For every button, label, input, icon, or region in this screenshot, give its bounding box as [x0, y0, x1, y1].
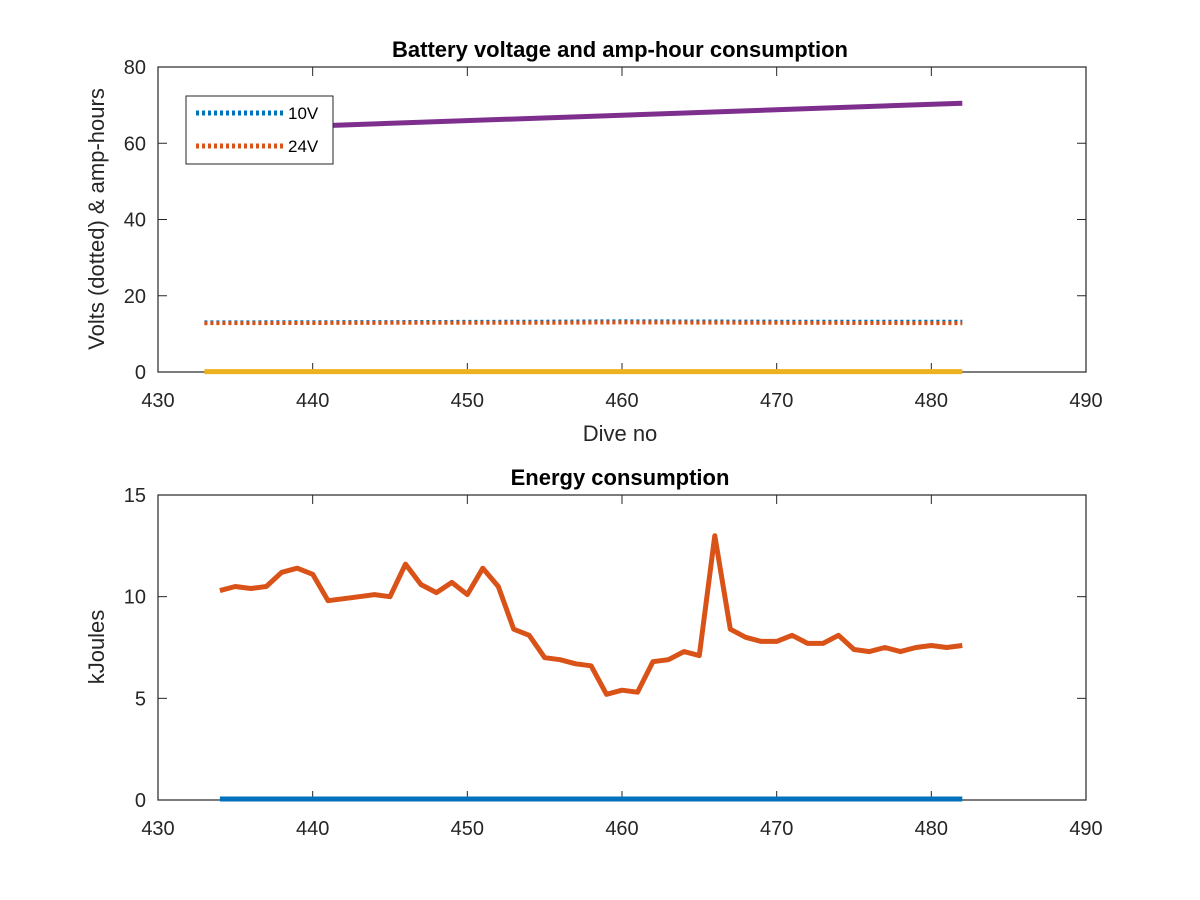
x-tick-label-1-430: 430 [141, 390, 174, 412]
series-line-1-24v [204, 320, 963, 326]
y-axis-label-2: kJoules [84, 610, 109, 685]
y-tick-label-2-10: 10 [124, 587, 146, 609]
x-tick-label-2-460: 460 [605, 818, 638, 840]
x-tick-label-2-450: 450 [451, 818, 484, 840]
chart-title-2: Energy consumption [511, 465, 730, 490]
y-tick-label-1-60: 60 [124, 133, 146, 155]
series-group-2 [219, 533, 963, 802]
y-tick-label-1-80: 80 [124, 57, 146, 79]
tick-marks-1: 430 440 450 460 470 480 490 0 20 40 60 80 [124, 57, 1103, 412]
x-tick-label-2-490: 490 [1069, 818, 1102, 840]
x-tick-label-1-450: 450 [451, 390, 484, 412]
tick-marks-2: 430 440 450 460 470 480 490 0 5 10 15 [124, 485, 1103, 840]
legend-box [185, 95, 334, 165]
x-tick-label-1-440: 440 [296, 390, 329, 412]
x-tick-label-2-440: 440 [296, 818, 329, 840]
x-tick-label-2-480: 480 [915, 818, 948, 840]
legend: 10V 24V [185, 95, 334, 165]
legend-label-24v: 24V [288, 137, 319, 156]
y-tick-label-1-0: 0 [135, 362, 146, 384]
x-tick-label-1-460: 460 [605, 390, 638, 412]
energy-consumption-subplot: 430 440 450 460 470 480 490 0 5 10 15 Energy consu… [84, 465, 1103, 840]
y-tick-label-1-20: 20 [124, 286, 146, 308]
y-tick-label-1-40: 40 [124, 210, 146, 232]
x-tick-label-2-430: 430 [141, 818, 174, 840]
x-tick-label-1-470: 470 [760, 390, 793, 412]
x-tick-label-2-470: 470 [760, 818, 793, 840]
y-axis-label-1: Volts (dotted) & amp-hours [84, 88, 109, 350]
x-tick-label-1-490: 490 [1069, 390, 1102, 412]
series-line-2-0 [219, 533, 963, 697]
y-tick-label-2-5: 5 [135, 688, 146, 710]
y-tick-label-2-0: 0 [135, 790, 146, 812]
legend-label-10v: 10V [288, 104, 319, 123]
battery-voltage-subplot: 430 440 450 460 470 480 490 0 20 40 60 80 Battery v… [84, 37, 1103, 446]
chart-title-1: Battery voltage and amp-hour consumption [392, 37, 848, 62]
x-axis-label-1: Dive no [583, 421, 658, 446]
y-tick-label-2-15: 15 [124, 485, 146, 507]
x-tick-label-1-480: 480 [915, 390, 948, 412]
